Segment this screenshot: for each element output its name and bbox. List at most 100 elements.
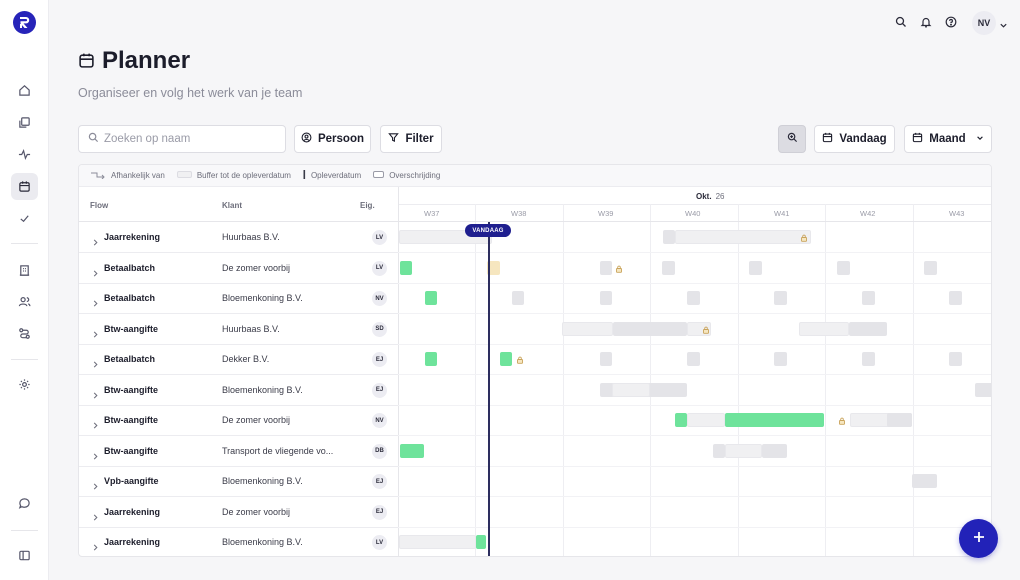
timeline-bar[interactable] (849, 321, 887, 336)
timeline-bar[interactable] (725, 413, 824, 427)
chevron-right-icon[interactable] (92, 477, 99, 495)
timeline-bar[interactable] (799, 321, 849, 336)
table-row[interactable]: Jaarrekening Huurbaas B.V. LV (79, 222, 398, 253)
zoom-button[interactable] (778, 125, 806, 153)
search-box[interactable] (78, 125, 286, 153)
timeline-bar[interactable] (675, 230, 811, 244)
timeline-bar[interactable] (749, 260, 762, 275)
chevron-right-icon[interactable] (92, 294, 99, 312)
filter-button[interactable]: Filter (380, 125, 442, 153)
chevron-right-icon[interactable] (92, 447, 99, 465)
row-owner-avatar: DB (372, 443, 387, 459)
row-klant: Dekker B.V. (222, 354, 270, 364)
help-icon[interactable] (942, 13, 960, 31)
chevron-right-icon[interactable] (92, 416, 99, 434)
chevron-right-icon[interactable] (92, 508, 99, 526)
add-button[interactable] (959, 519, 998, 558)
timeline-bar[interactable] (487, 260, 500, 275)
buffer-swatch-icon (176, 171, 192, 180)
timeline-bar[interactable] (975, 382, 991, 397)
nav-documents-icon[interactable] (11, 109, 38, 136)
nav-activity-icon[interactable] (11, 141, 38, 168)
timeline-bar[interactable] (774, 291, 787, 305)
timeline-bar[interactable] (500, 352, 512, 366)
week-label: W39 (598, 209, 614, 218)
chevron-right-icon[interactable] (92, 264, 99, 282)
timeline-bar[interactable] (600, 291, 612, 305)
sidebar-toggle-icon[interactable] (11, 542, 38, 569)
timeline-bar[interactable] (562, 321, 613, 336)
timeline-bar[interactable] (924, 260, 937, 275)
column-eig[interactable]: Eig. (360, 201, 375, 210)
timeline-bar[interactable] (949, 352, 962, 366)
nav-check-icon[interactable] (11, 205, 38, 232)
nav-routes-icon[interactable] (11, 320, 38, 347)
user-avatar[interactable]: NV (972, 11, 996, 35)
table-row[interactable]: Btw-aangifte Transport de vliegende vo...… (79, 436, 398, 467)
timeline-bar[interactable] (725, 443, 762, 458)
timeline-bar[interactable] (476, 535, 486, 549)
timeline-bar[interactable] (662, 382, 675, 397)
table-row[interactable]: Btw-aangifte Huurbaas B.V. SD (79, 314, 398, 345)
table-row[interactable]: Btw-aangifte De zomer voorbij NV (79, 405, 398, 436)
search-icon[interactable] (892, 13, 910, 31)
table-row[interactable]: Betaalbatch Bloemenkoning B.V. NV (79, 283, 398, 314)
row-owner-avatar: NV (372, 413, 387, 428)
view-select[interactable]: Maand (904, 125, 992, 153)
timeline-bar[interactable] (612, 382, 650, 397)
timeline-bar[interactable] (613, 321, 687, 336)
timeline-bar[interactable] (400, 443, 424, 458)
timeline-bar[interactable] (600, 260, 612, 275)
column-flow[interactable]: Flow (90, 201, 109, 210)
timeline-bar[interactable] (687, 352, 700, 366)
timeline-bar[interactable] (774, 352, 787, 366)
today-button[interactable]: Vandaag (814, 125, 895, 153)
timeline-bar[interactable] (663, 230, 675, 244)
bell-icon[interactable] (917, 13, 935, 31)
chevron-right-icon[interactable] (92, 355, 99, 373)
table-row[interactable]: Jaarrekening De zomer voorbij EJ (79, 497, 398, 528)
timeline-bar[interactable] (862, 352, 875, 366)
timeline-bar[interactable] (512, 291, 524, 305)
timeline-bar[interactable] (399, 535, 476, 549)
chevron-right-icon[interactable] (92, 325, 99, 343)
timeline-bar[interactable] (400, 260, 412, 275)
nav-building-icon[interactable] (11, 257, 38, 284)
timeline-bar[interactable] (425, 291, 437, 305)
timeline-bar[interactable] (862, 291, 875, 305)
timeline-bar[interactable] (425, 352, 437, 366)
table-row[interactable]: Vpb-aangifte Bloemenkoning B.V. EJ (79, 466, 398, 497)
search-input[interactable] (104, 133, 274, 145)
nav-chat-icon[interactable] (11, 490, 38, 517)
row-divider (398, 282, 991, 284)
timeline-bar[interactable] (887, 413, 912, 427)
table-row[interactable]: Jaarrekening Bloemenkoning B.V. LV (79, 527, 398, 556)
chevron-right-icon[interactable] (92, 233, 99, 251)
timeline-bar[interactable] (687, 291, 700, 305)
timeline-bar[interactable] (912, 474, 937, 488)
timeline-bar[interactable] (662, 260, 675, 275)
table-row[interactable]: Btw-aangifte Bloemenkoning B.V. EJ (79, 375, 398, 406)
timeline-bar[interactable] (949, 291, 962, 305)
table-row[interactable]: Betaalbatch De zomer voorbij LV (79, 253, 398, 284)
chevron-right-icon[interactable] (92, 538, 99, 556)
nav-planner-icon[interactable] (11, 173, 38, 200)
chevron-down-icon[interactable] (999, 17, 1008, 35)
nav-home-icon[interactable] (11, 77, 38, 104)
timeline-bar[interactable] (600, 352, 612, 366)
chevron-right-icon[interactable] (92, 386, 99, 404)
nav-settings-icon[interactable] (11, 371, 38, 398)
timeline-bar[interactable] (837, 260, 850, 275)
person-button[interactable]: Persoon (294, 125, 371, 153)
row-flow: Btw-aangifte (104, 445, 158, 456)
timeline-bar[interactable] (687, 413, 725, 427)
column-klant[interactable]: Klant (222, 201, 242, 210)
week-gridline (475, 204, 476, 556)
timeline-bar[interactable] (762, 443, 787, 458)
app-logo[interactable] (13, 11, 36, 34)
nav-users-icon[interactable] (11, 288, 38, 315)
timeline-bar[interactable] (675, 413, 687, 427)
table-row[interactable]: Betaalbatch Dekker B.V. EJ (79, 344, 398, 375)
row-klant: Transport de vliegende vo... (222, 445, 334, 456)
timeline-bar[interactable] (713, 443, 725, 458)
